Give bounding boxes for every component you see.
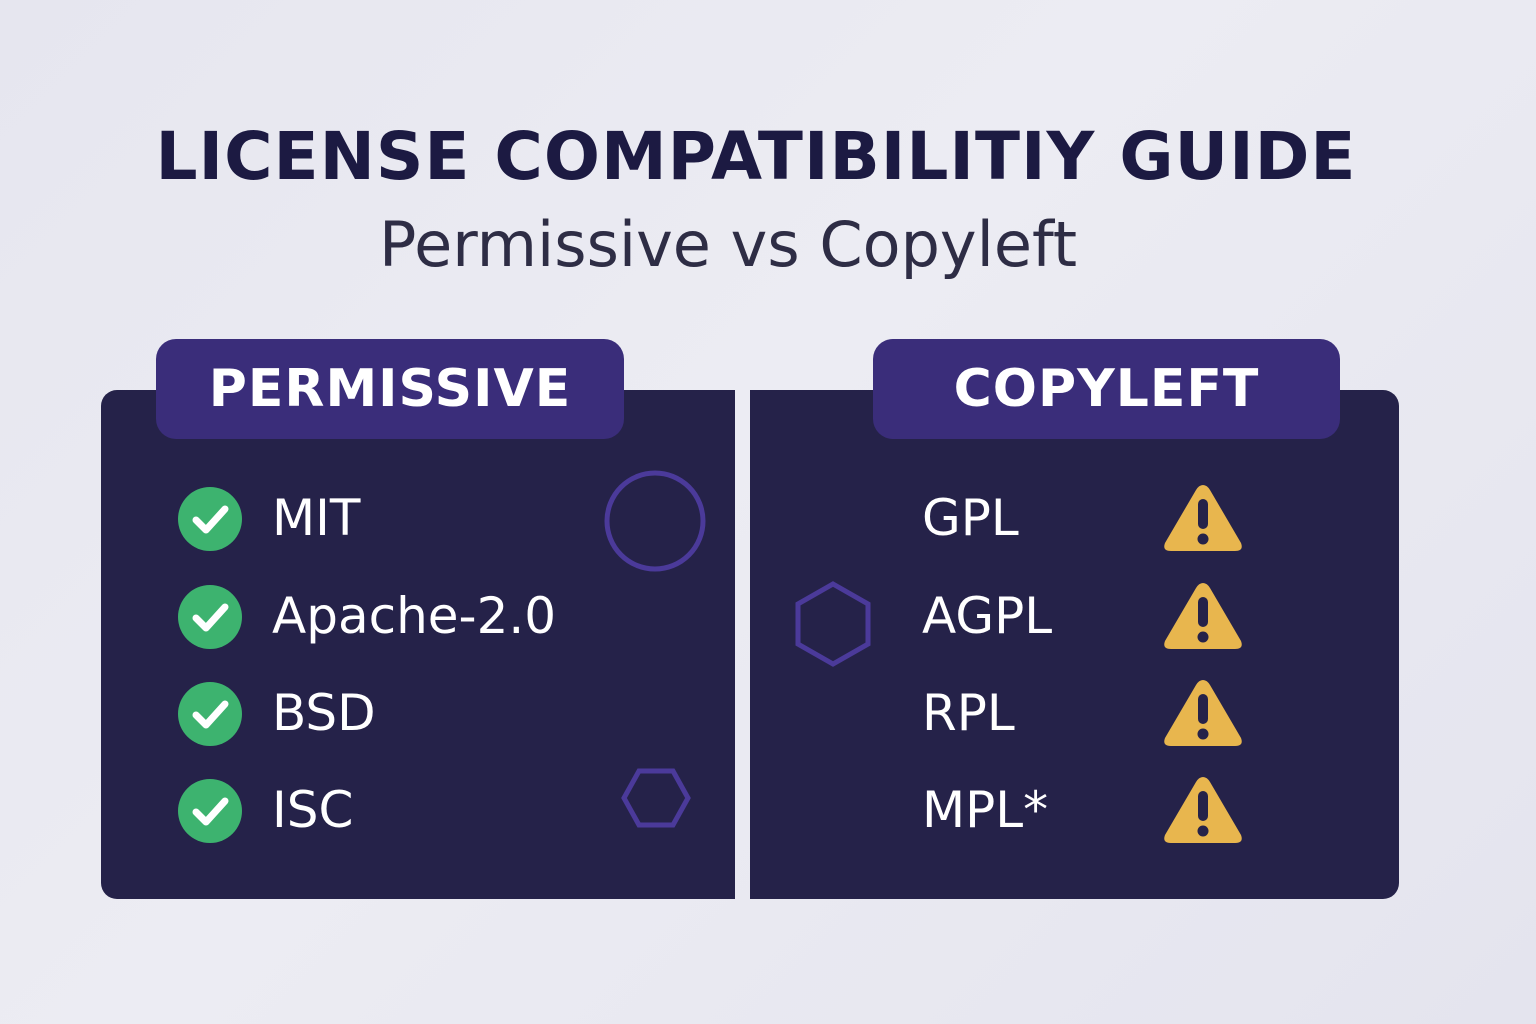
copyleft-license-item: GPL [922, 489, 1019, 547]
warning-triangle-icon [1161, 676, 1245, 750]
warning-triangle-icon [1161, 579, 1245, 653]
decorative-circle-icon [604, 470, 706, 572]
copyleft-license-item: AGPL [922, 587, 1053, 645]
check-circle-icon [178, 779, 242, 843]
page-title: LICENSE COMPATIBILITIY GUIDE [155, 118, 1357, 195]
copyleft-license-item: MPL* [922, 781, 1049, 839]
permissive-license-item: BSD [272, 684, 376, 742]
copyleft-heading: COPYLEFT [873, 339, 1340, 439]
check-circle-icon [178, 487, 242, 551]
check-circle-icon [178, 585, 242, 649]
copyleft-license-item: RPL [922, 684, 1015, 742]
permissive-heading: PERMISSIVE [156, 339, 624, 439]
page-subtitle: Permissive vs Copyleft [378, 208, 1078, 281]
permissive-license-item: Apache-2.0 [272, 587, 557, 645]
warning-triangle-icon [1161, 481, 1245, 555]
copyleft-panel [750, 390, 1399, 899]
check-circle-icon [178, 682, 242, 746]
decorative-hexagon-icon [621, 768, 691, 828]
permissive-license-item: ISC [272, 781, 354, 839]
warning-triangle-icon [1161, 773, 1245, 847]
decorative-hexagon-icon [795, 581, 871, 667]
permissive-license-item: MIT [272, 489, 361, 547]
